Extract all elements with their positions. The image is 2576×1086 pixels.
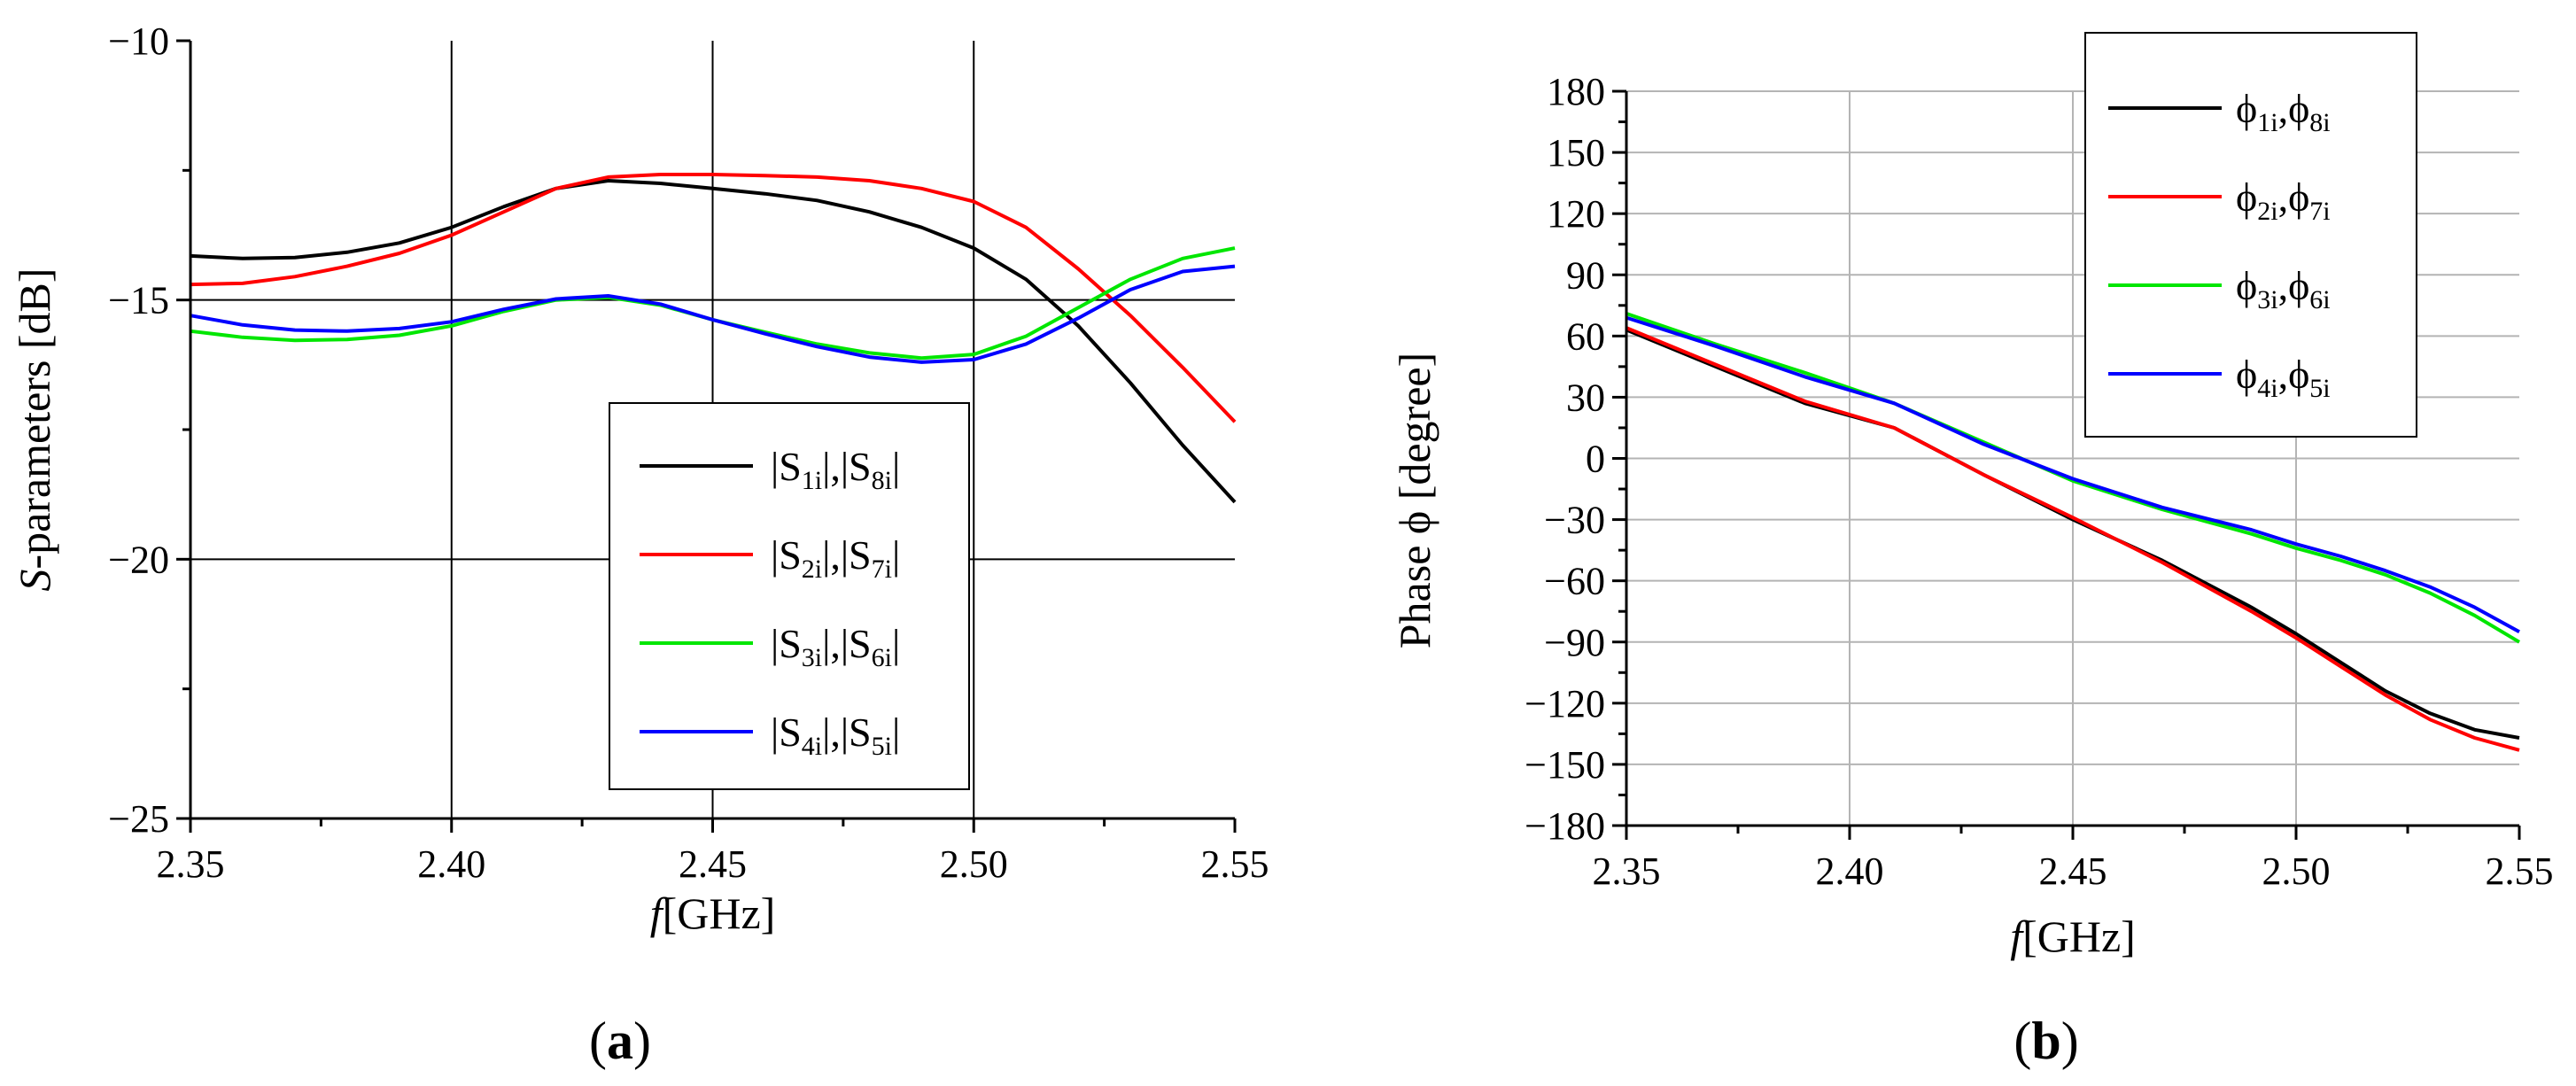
legend-entry-3: ϕ3i,ϕ6i xyxy=(2236,263,2331,314)
series-line-1 xyxy=(190,179,1237,504)
x-tick-label: 2.55 xyxy=(2486,849,2554,893)
x-tick-label: 2.50 xyxy=(2262,849,2331,893)
x-tick-label: 2.35 xyxy=(1593,849,1661,893)
series-line-2 xyxy=(190,173,1237,423)
legend-entry-4: ϕ4i,ϕ5i xyxy=(2236,352,2331,403)
y-tick-label: 90 xyxy=(1566,253,1605,297)
chart-panel-a: 2.35 2.40 2.45 2.50 2.55 −25 −20 −15 −10 S-parame… xyxy=(10,19,1269,1070)
y-tick-label: 0 xyxy=(1586,438,1605,481)
legend-entry-4: |S4i|,|S5i| xyxy=(771,710,900,761)
y-tick-label: −90 xyxy=(1544,621,1605,664)
x-axis-label: f[GHz] xyxy=(2010,911,2136,961)
y-axis-label: S-parameters [dB] xyxy=(10,268,59,591)
y-tick-label: −60 xyxy=(1544,560,1605,603)
series-line-2 xyxy=(1626,326,2520,752)
y-tick-label: 150 xyxy=(1547,131,1605,175)
y-tick-label: −120 xyxy=(1525,682,1605,725)
legend: ϕ1i,ϕ8i ϕ2i,ϕ7i ϕ3i,ϕ6i ϕ4i,ϕ5i xyxy=(2084,32,2417,438)
x-tick-label: 2.35 xyxy=(157,842,225,886)
y-tick-label: 120 xyxy=(1547,192,1605,236)
x-tick-label: 2.40 xyxy=(1816,849,1884,893)
series-line-4 xyxy=(1626,315,2520,633)
y-tick-label: −15 xyxy=(108,279,169,322)
panel-label: (a) xyxy=(589,1012,651,1070)
y-tick-label: −10 xyxy=(108,19,169,63)
legend-entry-3: |S3i|,|S6i| xyxy=(771,621,900,672)
legend-box xyxy=(2084,32,2417,438)
chart-panel-b: 2.35 2.40 2.45 2.50 2.55 −180 −150 −120 −90 −60 −3… xyxy=(1390,32,2554,1070)
series-line-4 xyxy=(190,264,1236,364)
legend-entry-1: |S1i|,|S8i| xyxy=(771,444,900,495)
x-tick-label: 2.55 xyxy=(1201,842,1269,886)
x-axis-label: f[GHz] xyxy=(650,888,776,938)
legend-entry-2: |S2i|,|S7i| xyxy=(771,532,900,584)
legend-entry-1: ϕ1i,ϕ8i xyxy=(2236,86,2331,137)
y-tick-label: −180 xyxy=(1525,804,1605,848)
y-axis-label: Phase ϕ [degree] xyxy=(1390,353,1439,649)
legend: |S1i|,|S8i| |S2i|,|S7i| |S3i|,|S6i| |S4i|,|… xyxy=(609,402,970,790)
x-tick-label: 2.50 xyxy=(940,842,1008,886)
y-tick-label: −30 xyxy=(1544,499,1605,542)
y-tick-label: −20 xyxy=(108,538,169,581)
y-tick-label: 180 xyxy=(1547,70,1605,113)
y-tick-label: 60 xyxy=(1566,314,1605,358)
x-tick-label: 2.45 xyxy=(679,842,747,886)
y-tick-label: −150 xyxy=(1525,743,1605,787)
x-tick-label: 2.45 xyxy=(2039,849,2107,893)
series-line-3 xyxy=(1626,312,2521,644)
panel-label: (b) xyxy=(2013,1012,2078,1070)
y-tick-label: 30 xyxy=(1566,376,1605,419)
x-tick-label: 2.40 xyxy=(417,842,485,886)
y-tick-label: −25 xyxy=(108,797,169,841)
legend-entry-2: ϕ2i,ϕ7i xyxy=(2236,175,2331,226)
